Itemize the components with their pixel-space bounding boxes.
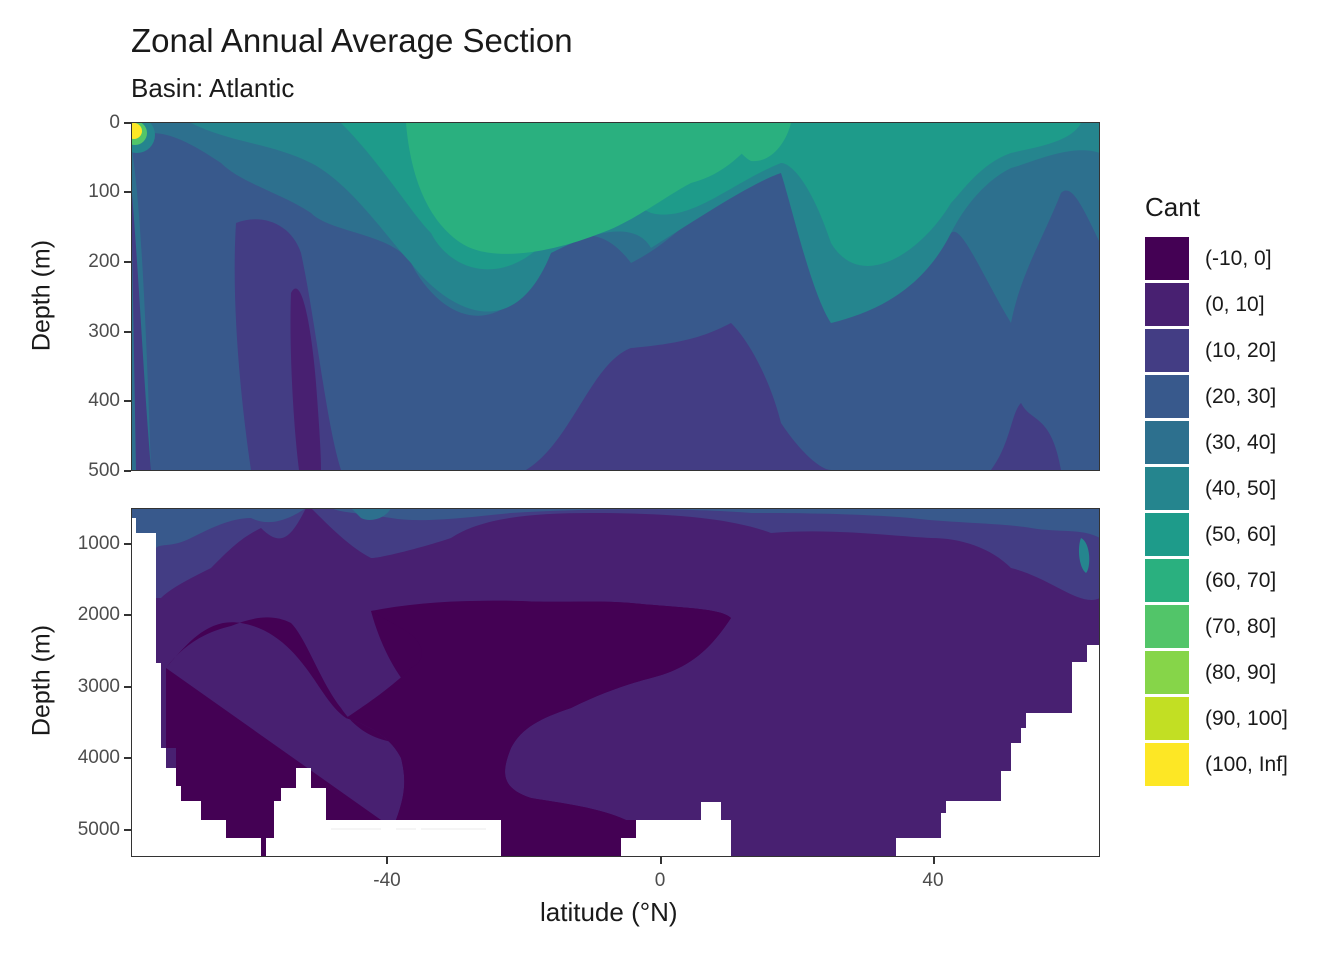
x-tickmark	[933, 857, 935, 864]
contour-band-10-20-north	[991, 403, 1061, 470]
contour-band-60-70-north	[730, 123, 791, 162]
y-tickmark	[124, 757, 131, 759]
y-tickmark	[124, 331, 131, 333]
y-tick-300: 300	[88, 321, 120, 342]
legend-label: (70, 80]	[1205, 615, 1277, 638]
legend-item: (20, 30]	[1145, 375, 1335, 419]
legend-label: (90, 100]	[1205, 707, 1288, 730]
y-tick-5000: 5000	[77, 819, 120, 840]
contour-band-20-30	[131, 133, 1100, 470]
legend-label: (50, 60]	[1205, 523, 1277, 546]
chart-title: Zonal Annual Average Section	[131, 22, 573, 59]
seafloor-mask	[131, 518, 261, 856]
legend-swatch	[1145, 651, 1189, 694]
legend-title: Cant	[1145, 192, 1200, 222]
y-tickmark	[124, 261, 131, 263]
contour-band-60-70	[406, 123, 771, 254]
legend-label: (40, 50]	[1205, 477, 1277, 500]
y-tickmark	[124, 829, 131, 831]
contour-band-0-10-column	[290, 288, 321, 470]
legend-item: (80, 90]	[1145, 651, 1335, 695]
seafloor-mask-ridge	[266, 768, 331, 856]
y-tickmark	[124, 191, 131, 193]
lower-contour-plot	[131, 508, 1100, 856]
legend-swatch	[1145, 467, 1189, 510]
legend-label: (10, 20]	[1205, 339, 1277, 362]
y-tickmark	[124, 686, 131, 688]
legend-swatch	[1145, 697, 1189, 740]
x-tick-40: 40	[922, 870, 944, 891]
legend-item: (-10, 0]	[1145, 237, 1335, 281]
contour-band-10-20-south	[131, 183, 151, 470]
legend-item: (50, 60]	[1145, 513, 1335, 557]
y-tick-400: 400	[88, 390, 120, 411]
y-tickmark	[124, 400, 131, 402]
legend-swatch	[1145, 743, 1189, 786]
legend-swatch	[1145, 329, 1189, 372]
upper-contour-plot	[131, 123, 1100, 470]
contour-band-10-20	[131, 508, 1100, 601]
legend-label: (-10, 0]	[1205, 247, 1272, 270]
y-tick-4000: 4000	[77, 747, 120, 768]
x-tick-neg40: -40	[373, 870, 401, 891]
y-tick-100: 100	[88, 181, 120, 202]
legend-swatch	[1145, 375, 1189, 418]
x-tick-0: 0	[654, 870, 666, 891]
contour-band-10-20-center	[526, 323, 831, 470]
y-tick-2000: 2000	[77, 604, 120, 625]
lower-panel	[131, 508, 1100, 856]
legend-label: (0, 10]	[1205, 293, 1265, 316]
y-tick-200: 200	[88, 251, 120, 272]
legend-swatch	[1145, 559, 1189, 602]
legend-swatch	[1145, 421, 1189, 464]
legend-swatch	[1145, 513, 1189, 556]
upper-panel	[131, 123, 1100, 470]
legend-item: (60, 70]	[1145, 559, 1335, 603]
contour-band-neg10-0-center	[346, 600, 731, 856]
legend-item: (70, 80]	[1145, 605, 1335, 649]
legend-item: (30, 40]	[1145, 421, 1335, 465]
legend-swatch	[1145, 237, 1189, 280]
y-tick-0: 0	[109, 112, 120, 133]
legend-item: (0, 10]	[1145, 283, 1335, 327]
x-tickmark	[386, 857, 388, 864]
contour-hotspot-yellow	[131, 123, 142, 139]
contour-band-40-50-north	[1078, 538, 1090, 573]
y-tickmark	[124, 470, 131, 472]
legend-item: (90, 100]	[1145, 697, 1335, 741]
legend-label: (30, 40]	[1205, 431, 1277, 454]
chart-subtitle: Basin: Atlantic	[131, 73, 295, 103]
legend-label: (100, Inf]	[1205, 753, 1288, 776]
legend-label: (20, 30]	[1205, 385, 1277, 408]
contour-band-40-50-patch	[351, 508, 391, 520]
y-tick-1000: 1000	[77, 533, 120, 554]
contour-band-20-30	[131, 508, 1100, 548]
y-tick-3000: 3000	[77, 676, 120, 697]
x-axis-label: latitude (°N)	[540, 897, 678, 927]
y-tickmark	[124, 122, 131, 124]
legend-swatch	[1145, 283, 1189, 326]
legend-label: (80, 90]	[1205, 661, 1277, 684]
y-tickmark	[124, 543, 131, 545]
seafloor-mask-mid	[381, 820, 501, 856]
legend-item: (100, Inf]	[1145, 743, 1335, 787]
seafloor-mask-north	[896, 645, 1100, 856]
seafloor-mask-center	[621, 802, 731, 856]
legend-label: (60, 70]	[1205, 569, 1277, 592]
legend-swatch	[1145, 605, 1189, 648]
legend-item: (40, 50]	[1145, 467, 1335, 511]
y-tick-500: 500	[88, 460, 120, 481]
legend-item: (10, 20]	[1145, 329, 1335, 373]
x-tickmark	[660, 857, 662, 864]
y-tickmark	[124, 614, 131, 616]
